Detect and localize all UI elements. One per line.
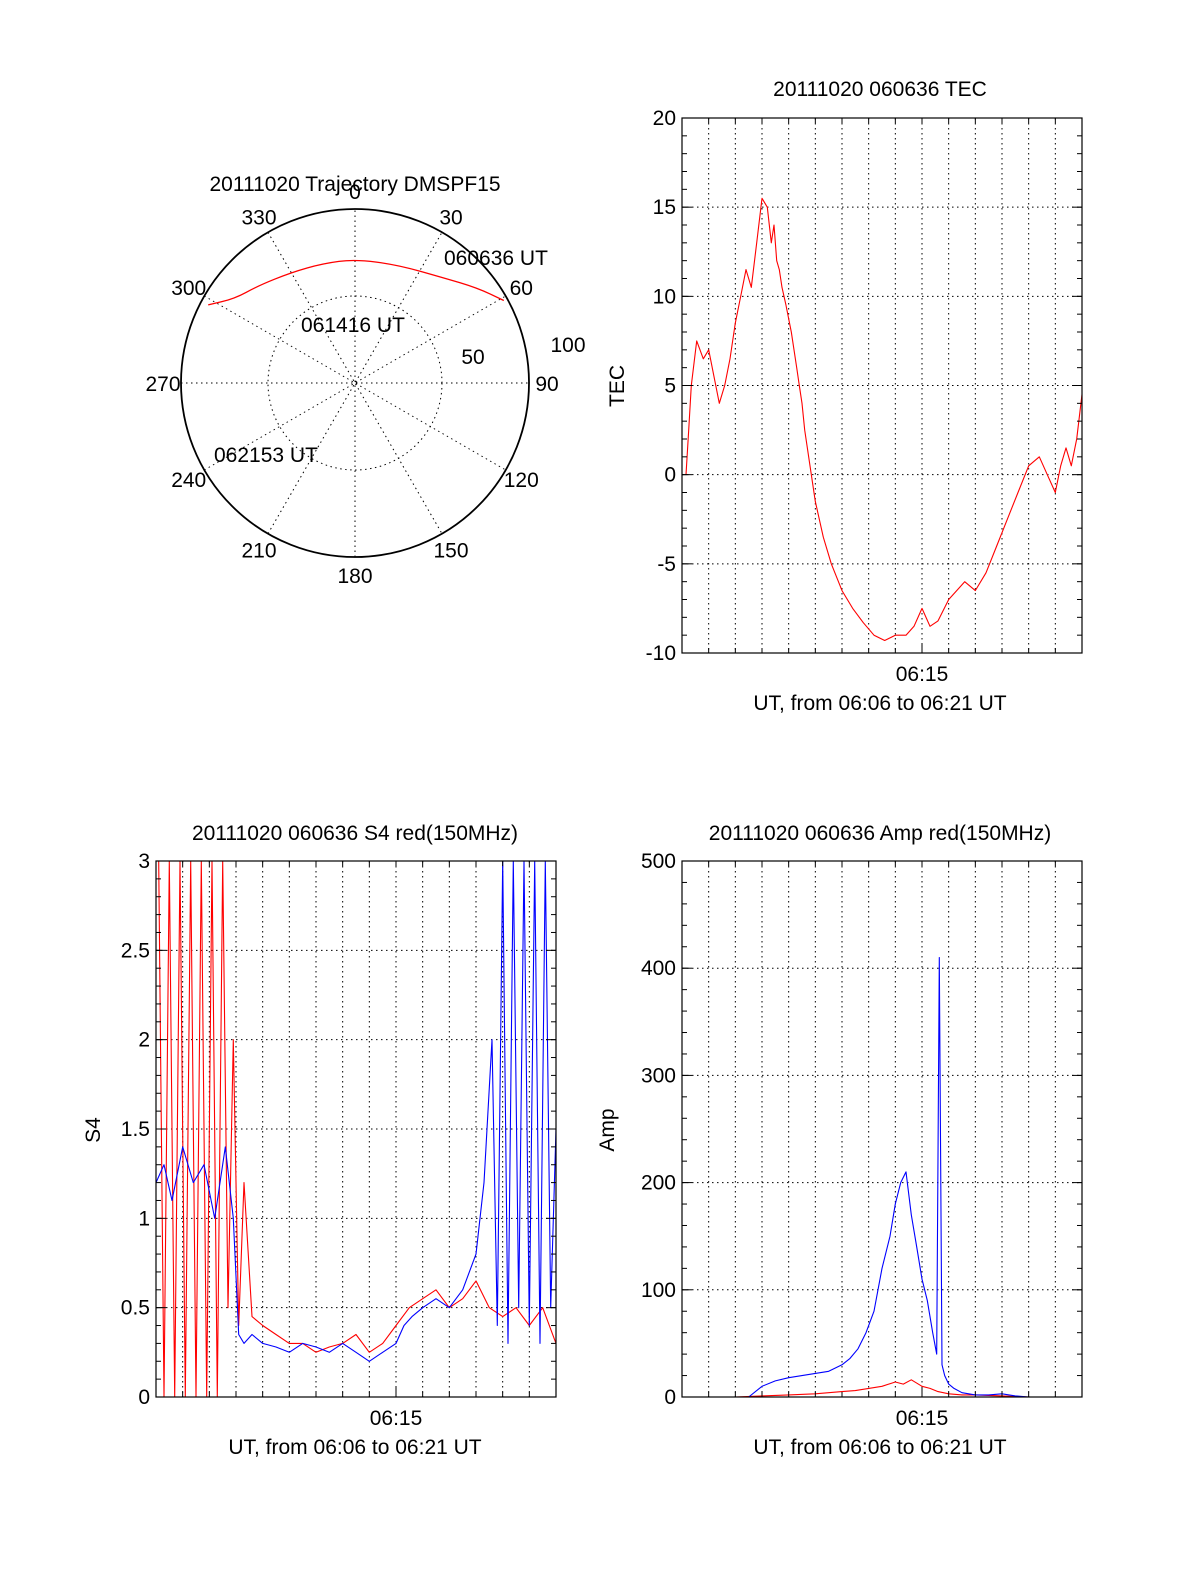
azimuth-label: 180 xyxy=(337,565,372,588)
y-tick-label: 500 xyxy=(641,850,676,873)
polar-grid: 0 30 60 90 120 150 180 210 240 270 300 330 50 100 xyxy=(145,181,585,588)
y-tick-label: 2.5 xyxy=(121,939,150,962)
tec-plot-area: -10 -5 0 5 10 15 20 06:15 xyxy=(646,107,1083,686)
trajectory-time-label: 062153 UT xyxy=(214,444,318,467)
amp-title: 20111020 060636 Amp red(150MHz) xyxy=(709,822,1051,845)
y-tick-label: 3 xyxy=(138,850,150,873)
tec-xlabel: UT, from 06:06 to 06:21 UT xyxy=(753,692,1006,715)
polar-spoke xyxy=(204,295,506,471)
s4-ylabel: S4 xyxy=(82,1117,105,1143)
trajectory-title: 20111020 Trajectory DMSPF15 xyxy=(209,173,500,196)
y-tick-label: -10 xyxy=(646,642,676,665)
azimuth-label: 150 xyxy=(433,539,468,562)
polar-spoke xyxy=(204,295,506,471)
series-line-0 xyxy=(682,1379,1082,1398)
azimuth-label: 240 xyxy=(171,469,206,492)
radial-label: 100 xyxy=(550,334,585,357)
x-tick-label: 06:15 xyxy=(896,663,949,686)
y-tick-label: 400 xyxy=(641,957,676,980)
azimuth-label: 330 xyxy=(241,207,276,230)
azimuth-label: 30 xyxy=(439,207,462,230)
s4-panel: 20111020 060636 S4 red(150MHz) S4 UT, fr… xyxy=(82,822,557,1459)
azimuth-label: 210 xyxy=(241,539,276,562)
y-tick-label: 300 xyxy=(641,1064,676,1087)
s4-plot-area: 0 0.5 1 1.5 2 2.5 3 06:15 xyxy=(121,850,557,1430)
azimuth-label: 0 xyxy=(349,181,361,204)
polar-spoke xyxy=(267,232,443,534)
polar-spoke xyxy=(267,232,443,534)
trajectory-line xyxy=(208,259,505,306)
x-tick-label: 06:15 xyxy=(896,1407,949,1430)
series-line-0 xyxy=(158,860,557,1398)
trajectory-polar-plot: 20111020 Trajectory DMSPF15 0 30 60 90 120 15… xyxy=(145,173,585,588)
y-tick-label: 15 xyxy=(653,196,676,219)
y-tick-label: 1 xyxy=(138,1207,150,1230)
azimuth-label: 90 xyxy=(535,373,558,396)
series-line-0 xyxy=(685,197,1083,642)
y-tick-label: 5 xyxy=(664,375,676,398)
s4-xlabel: UT, from 06:06 to 06:21 UT xyxy=(228,1436,481,1459)
amp-xlabel: UT, from 06:06 to 06:21 UT xyxy=(753,1436,1006,1459)
series-line-1 xyxy=(155,860,557,1362)
x-tick-label: 06:15 xyxy=(370,1407,423,1430)
y-tick-label: 20 xyxy=(653,107,676,130)
y-tick-label: 2 xyxy=(138,1029,150,1052)
radial-label: 50 xyxy=(461,346,484,369)
y-tick-label: 200 xyxy=(641,1172,676,1195)
azimuth-label: 120 xyxy=(504,469,539,492)
tec-ylabel: TEC xyxy=(606,365,629,407)
series-line-1 xyxy=(682,956,1082,1398)
y-tick-label: 0 xyxy=(664,464,676,487)
trajectory-time-label: 060636 UT xyxy=(444,247,548,270)
trajectory-time-label: 061416 UT xyxy=(301,314,405,337)
y-tick-label: -5 xyxy=(657,553,676,576)
azimuth-label: 270 xyxy=(145,373,180,396)
plot-frame xyxy=(681,860,1083,1398)
amp-ylabel: Amp xyxy=(596,1108,619,1151)
amp-panel: 20111020 060636 Amp red(150MHz) Amp UT, … xyxy=(596,822,1083,1459)
y-tick-label: 1.5 xyxy=(121,1118,150,1141)
y-tick-label: 0 xyxy=(664,1386,676,1409)
y-tick-label: 10 xyxy=(653,285,676,308)
y-tick-label: 0 xyxy=(138,1386,150,1409)
azimuth-label: 60 xyxy=(510,277,533,300)
azimuth-label: 300 xyxy=(171,277,206,300)
s4-title: 20111020 060636 S4 red(150MHz) xyxy=(192,822,518,845)
polar-marks: 060636 UT 061416 UT 062153 UT xyxy=(208,247,548,467)
tec-title: 20111020 060636 TEC xyxy=(773,78,987,101)
tec-panel: 20111020 060636 TEC TEC UT, from 06:06 t… xyxy=(606,78,1083,715)
amp-plot-area: 0 100 200 300 400 500 06:15 xyxy=(641,850,1083,1430)
y-tick-label: 100 xyxy=(641,1279,676,1302)
y-tick-label: 0.5 xyxy=(121,1297,150,1320)
